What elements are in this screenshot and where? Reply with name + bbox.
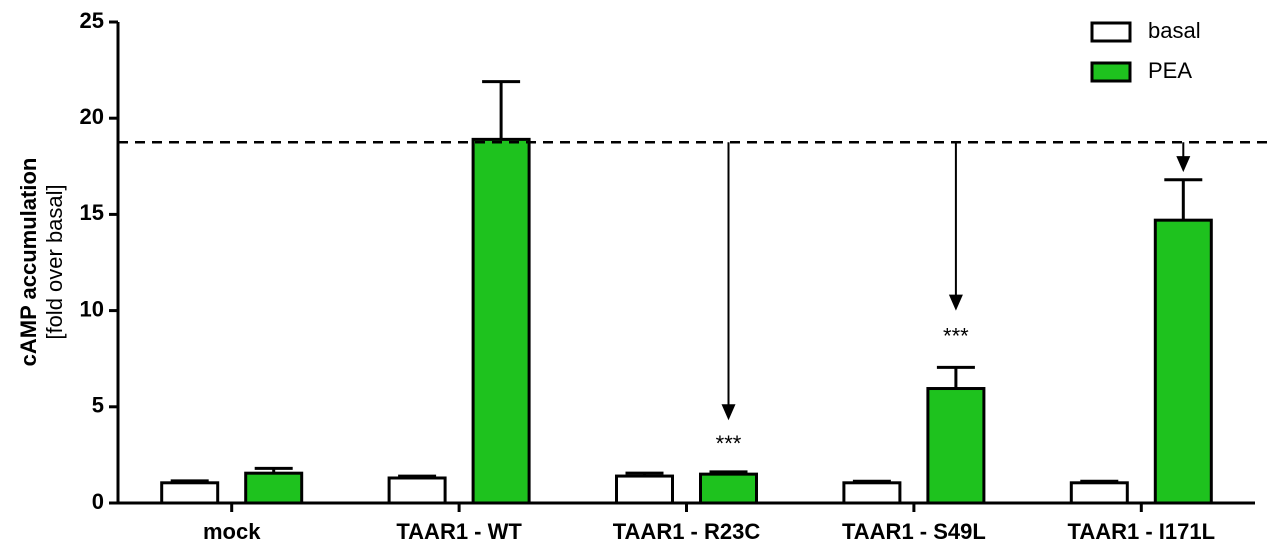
y-tick-label: 10: [80, 296, 104, 321]
bar: [244, 471, 304, 505]
legend-label: basal: [1148, 18, 1201, 43]
bar: [1153, 218, 1213, 505]
y-axis-label: [fold over basal]: [42, 184, 67, 339]
bar: [160, 481, 220, 505]
annotation: ***: [943, 323, 969, 348]
y-axis-label: cAMP accumulation: [16, 158, 41, 367]
y-tick-label: 15: [80, 200, 104, 225]
bar: [615, 474, 674, 505]
annotation: ***: [716, 431, 742, 456]
bar: [471, 137, 531, 505]
legend-swatch: [1090, 21, 1132, 43]
y-tick-label: 25: [80, 8, 104, 33]
x-tick-label: TAAR1 - R23C: [613, 519, 761, 544]
bar: [1069, 481, 1129, 505]
bar: [842, 481, 902, 505]
bar: [699, 472, 758, 505]
x-tick-label: TAAR1 - WT: [396, 519, 522, 544]
x-tick-label: TAAR1 - I171L: [1068, 519, 1216, 544]
bar: [926, 387, 986, 505]
y-tick-label: 0: [92, 489, 104, 514]
y-tick-label: 5: [92, 393, 104, 418]
bar: [387, 476, 447, 505]
arrow-head: [721, 404, 736, 421]
y-tick-label: 20: [80, 104, 104, 129]
legend-label: PEA: [1148, 58, 1192, 83]
x-tick-label: TAAR1 - S49L: [842, 519, 986, 544]
legend-swatch: [1090, 61, 1132, 83]
arrow-head: [948, 294, 963, 311]
x-tick-label: mock: [203, 519, 261, 544]
arrow-head: [1176, 156, 1191, 173]
